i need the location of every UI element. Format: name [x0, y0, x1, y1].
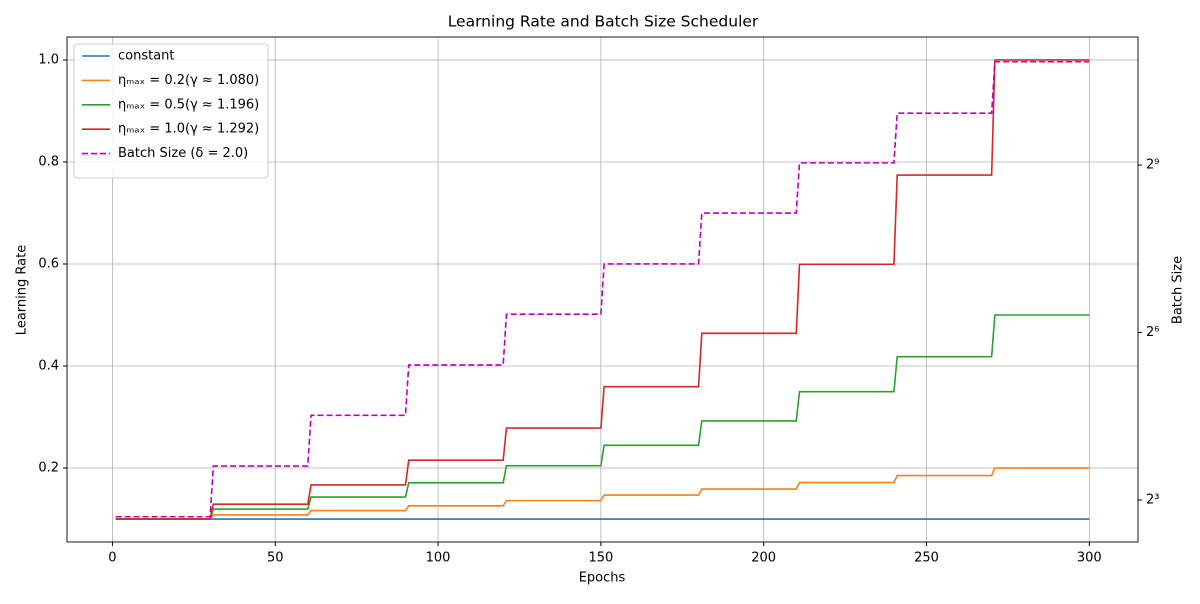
series-line	[115, 467, 1090, 520]
x-tick-label: 0	[108, 551, 116, 566]
y2-axis-label: Batch Size	[1171, 256, 1186, 324]
legend: constant ηₘₐₓ = 0.2(γ ≈ 1.080) ηₘₐₓ = 0.5(…	[73, 43, 269, 179]
legend-label: ηₘₐₓ = 0.2(γ ≈ 1.080)	[118, 73, 259, 88]
y-tick-label: 0.6	[38, 256, 59, 271]
chart-title: Learning Rate and Batch Size Scheduler	[448, 13, 759, 31]
x-tick-label: 250	[914, 551, 939, 566]
legend-label: constant	[118, 49, 175, 64]
y-tick-label: 1.0	[38, 52, 59, 67]
legend-label: ηₘₐₓ = 0.5(γ ≈ 1.196)	[118, 97, 259, 112]
series-line	[115, 314, 1090, 520]
legend-label: Batch Size (δ = 2.0)	[118, 146, 248, 161]
x-tick-label: 150	[588, 551, 613, 566]
series-line	[115, 59, 1090, 520]
series-line	[115, 60, 1090, 518]
y-axis-label: Learning Rate	[15, 245, 30, 335]
y-tick-label: 0.2	[38, 461, 59, 476]
x-tick-label: 200	[751, 551, 776, 566]
legend-box	[73, 43, 269, 179]
x-axis-label: Epochs	[579, 571, 626, 586]
y2-tick-label: 2⁹	[1146, 158, 1159, 173]
legend-label: ηₘₐₓ = 1.0(γ ≈ 1.292)	[118, 122, 259, 137]
x-tick-label: 100	[426, 551, 451, 566]
y-tick-label: 0.4	[38, 359, 59, 374]
y2-tick-label: 2⁶	[1146, 325, 1159, 340]
y2-tick-label: 2³	[1146, 493, 1159, 508]
x-tick-label: 50	[267, 551, 284, 566]
y-tick-label: 0.8	[38, 154, 59, 169]
x-tick-label: 300	[1077, 551, 1102, 566]
plot-frame	[66, 36, 1139, 543]
